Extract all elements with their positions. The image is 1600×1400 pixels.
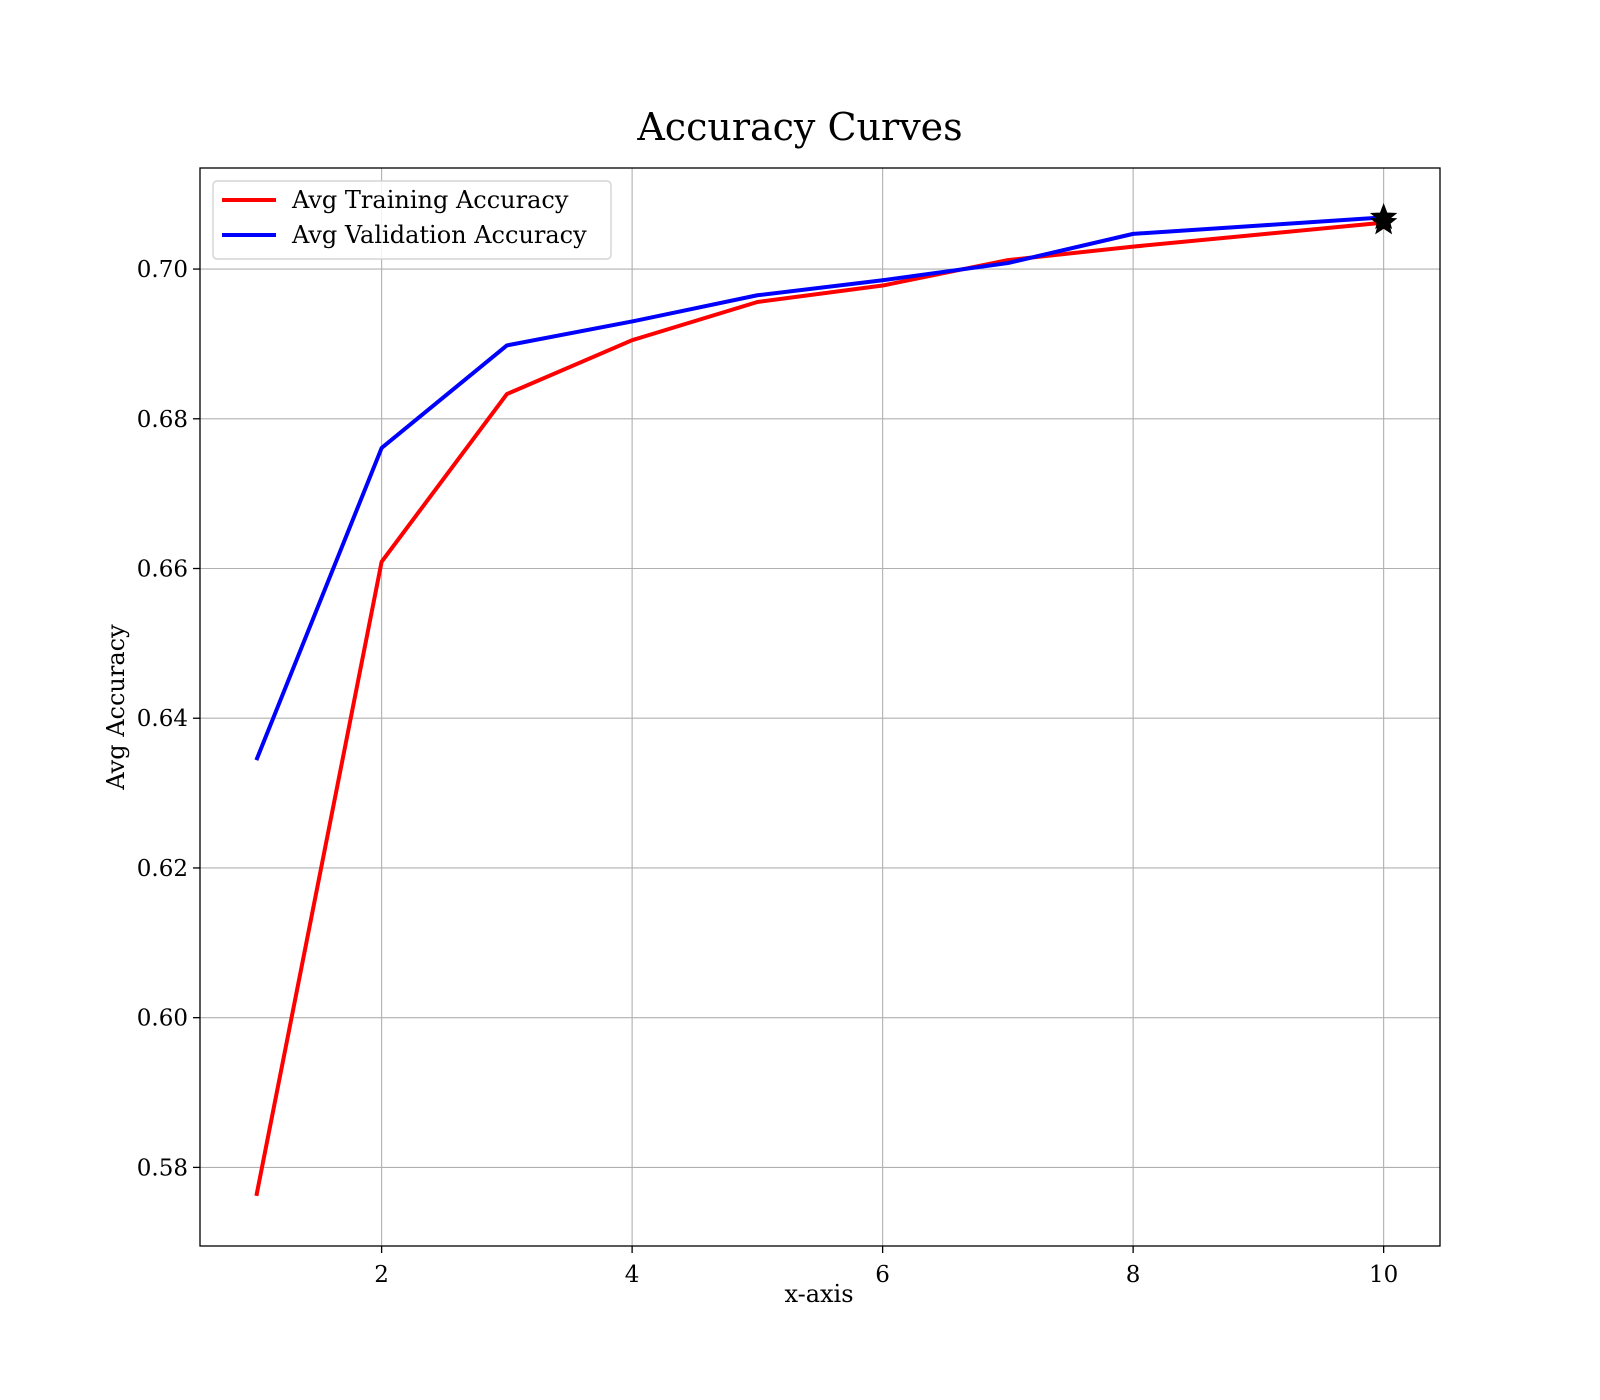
y-tick-label: 0.64 (137, 706, 188, 732)
legend: Avg Training Accuracy Avg Validation Acc… (212, 180, 612, 260)
chart-title: Accuracy Curves (636, 105, 962, 149)
grid-lines (200, 168, 1440, 1246)
series-markers (1369, 202, 1398, 235)
plot-frame (199, 167, 1441, 1247)
y-tick-label: 0.60 (137, 1006, 188, 1032)
legend-label-training: Avg Training Accuracy (291, 186, 569, 214)
series-lines (254, 215, 1384, 1197)
x-tick-label: 10 (1369, 1262, 1398, 1288)
x-tick-label: 8 (1126, 1262, 1141, 1288)
y-axis-label: Avg Accuracy (102, 624, 130, 791)
training-accuracy-line (254, 220, 1384, 1197)
x-axis-label: x-axis (784, 1280, 853, 1308)
x-tick-label: 6 (875, 1262, 890, 1288)
x-tick-label: 4 (625, 1262, 640, 1288)
x-tick-label: 2 (374, 1262, 389, 1288)
y-tick-label: 0.70 (137, 257, 188, 283)
star-icon (1369, 202, 1398, 230)
y-tick-label: 0.62 (137, 856, 188, 882)
legend-label-validation: Avg Validation Accuracy (291, 221, 587, 249)
axis-ticks: 2 4 6 8 10 0.58 0.60 0.62 0.64 0.66 0.68 0.70 (137, 257, 1398, 1288)
legend-box (212, 180, 612, 260)
y-tick-label: 0.68 (137, 407, 188, 433)
y-tick-label: 0.66 (137, 557, 188, 583)
y-tick-label: 0.58 (137, 1155, 188, 1181)
validation-accuracy-line (254, 215, 1384, 761)
